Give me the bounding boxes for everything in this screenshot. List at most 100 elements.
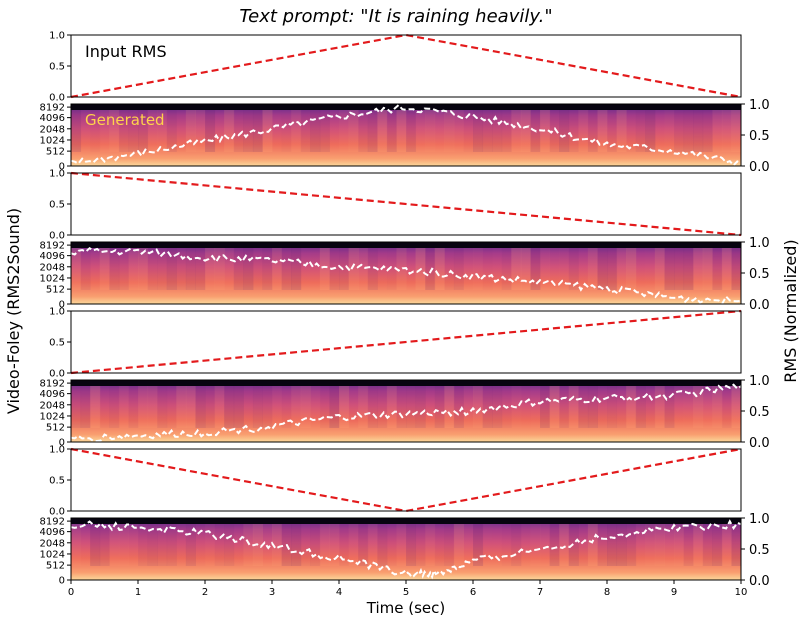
spectrogram-column [358, 108, 369, 152]
spectrogram-column [444, 522, 455, 566]
input-rms-panel-6: 0.0 0.5 1.0 [49, 445, 742, 518]
spectrogram-column [310, 522, 321, 566]
right-tick-label: 0.0 [749, 160, 770, 175]
spectrogram-column [205, 522, 215, 566]
spectrogram-column [319, 246, 330, 290]
freq-tick-label: 1024 [40, 411, 65, 422]
y-tick-label: 0.0 [49, 93, 65, 104]
freq-tick-label: 2048 [40, 538, 65, 549]
spectrogram-column [367, 522, 378, 566]
spectrogram-column [549, 108, 560, 152]
spectrogram-column [549, 384, 560, 428]
y-tick-label: 1.0 [49, 445, 65, 456]
x-tick-label: 8 [604, 587, 610, 598]
x-tick-label: 3 [269, 587, 275, 598]
spectrogram-column [349, 384, 359, 428]
spectrogram-column [128, 384, 139, 428]
spectrogram-column [272, 108, 282, 152]
spectrogram-column [530, 522, 541, 566]
input-rms-line [70, 309, 742, 375]
plot-frame [70, 448, 742, 512]
spectrogram-column [300, 384, 311, 428]
spectrogram-column [702, 384, 713, 428]
spectrogram-column [118, 108, 129, 152]
spectrogram-column [224, 384, 235, 428]
input-rms-panel-4: 0.0 0.5 1.0 [49, 307, 742, 380]
spectrogram-column [693, 522, 704, 566]
spectrogram-column [348, 522, 359, 566]
spectrogram-column [167, 384, 177, 428]
freq-tick-label: 1024 [40, 273, 65, 284]
spectrogram-column [90, 246, 100, 290]
spectrogram-column [396, 246, 407, 290]
spectrogram-column [243, 384, 253, 428]
spectrogram-column [214, 384, 225, 428]
x-tick-label: 7 [537, 587, 543, 598]
spectrogram-column [721, 108, 732, 152]
spectrogram-column [291, 384, 302, 428]
plot-frame [70, 310, 742, 374]
spectrogram-column [654, 384, 665, 428]
spectrogram-column [195, 246, 206, 290]
freq-tick-label: 0 [59, 300, 65, 311]
spectrogram-column [252, 108, 263, 152]
spectrogram-column [386, 108, 397, 152]
spectrogram-column [348, 246, 359, 290]
spectrogram-column [568, 108, 579, 152]
spectrogram-column [616, 246, 627, 290]
freq-tick-label: 1024 [40, 135, 65, 146]
spectrogram-column [578, 108, 589, 152]
spectrogram-column [597, 384, 607, 428]
right-y-axis-label: RMS (Normalized) [781, 239, 800, 382]
spectrogram-column [185, 108, 196, 152]
spectrogram-column [712, 108, 723, 152]
spectrogram-column [233, 384, 244, 428]
spectrogram-column [367, 384, 378, 428]
spectrogram-column [731, 246, 742, 290]
plot-frame [70, 517, 742, 581]
spectrogram-column [138, 246, 149, 290]
spectrogram-column [195, 522, 205, 566]
spectrogram-column [654, 522, 665, 566]
spectrogram-column [587, 384, 598, 428]
spectrogram-column [453, 522, 464, 566]
spectrogram-column [195, 384, 206, 428]
spectrogram-column [109, 522, 120, 566]
spectrogram-column [511, 522, 522, 566]
spectrogram-column [367, 246, 378, 290]
x-tick-label: 1 [135, 587, 141, 598]
spectrogram-column [118, 246, 129, 290]
generated-rms-curve [70, 103, 742, 167]
input-rms-panel-2: 0.0 0.5 1.0 [49, 169, 742, 242]
input-rms-line [70, 171, 742, 237]
spectrogram-column [616, 522, 627, 566]
spectrogram-column [310, 246, 320, 290]
spectrogram-column [693, 246, 704, 290]
input-rms-line [70, 447, 742, 513]
spectrogram-column [185, 246, 196, 290]
spectrogram-column [329, 384, 340, 428]
spectrogram-column [664, 108, 674, 152]
spectrogram-column [645, 246, 655, 290]
spectrogram-column [683, 246, 694, 290]
spectrogram-column [118, 522, 129, 566]
y-tick-label: 0.0 [49, 369, 65, 380]
spectrogram-column [272, 246, 283, 290]
plot-frame [70, 34, 742, 98]
spectrogram-column [252, 246, 263, 290]
generated-rms-curve [70, 246, 742, 305]
spectrogram-top-band [71, 242, 741, 248]
spectrogram-column [597, 246, 608, 290]
spectrogram-column [492, 384, 503, 428]
spectrogram-column [712, 246, 723, 290]
spectrogram-column [721, 246, 732, 290]
spectrogram-column [300, 522, 311, 566]
spectrogram-column [415, 384, 426, 428]
spectrogram-column [559, 108, 570, 152]
spectrogram-column [521, 384, 531, 428]
spectrogram-column [664, 384, 675, 428]
spectrogram-column [109, 246, 120, 290]
spectrogram-column [521, 522, 531, 566]
spectrogram-column [597, 108, 608, 152]
